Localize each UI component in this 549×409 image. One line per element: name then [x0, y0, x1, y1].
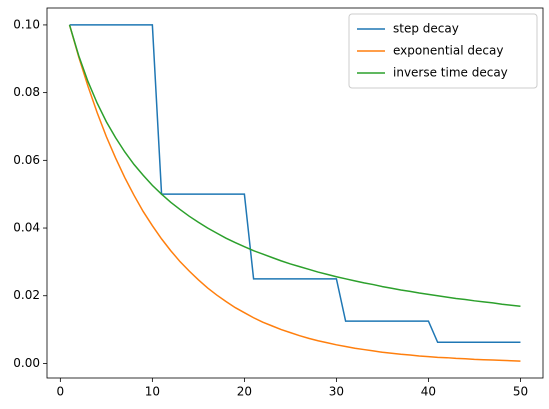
line-series: [69, 24, 521, 344]
x-tick-label: 0: [57, 385, 65, 399]
y-tick-label: 0.10: [13, 17, 40, 31]
legend-label: exponential decay: [393, 44, 503, 58]
legend-box: [348, 13, 538, 89]
y-tick-label: 0.08: [13, 85, 40, 99]
legend-label: inverse time decay: [393, 66, 508, 80]
x-tick-label: 20: [237, 385, 252, 399]
x-tick-label: 40: [421, 385, 436, 399]
legend-label: step decay: [393, 22, 459, 36]
x-tick-label: 30: [329, 385, 344, 399]
y-tick-label: 0.04: [13, 221, 40, 235]
y-tick-label: 0.00: [13, 356, 40, 370]
line-series: [68, 24, 521, 307]
plot-frame: [46, 7, 544, 379]
y-tick-label: 0.02: [13, 288, 40, 302]
x-tick-label: 50: [513, 385, 528, 399]
y-tick-label: 0.06: [13, 153, 40, 167]
line-series: [68, 24, 521, 362]
x-tick-label: 10: [145, 385, 160, 399]
